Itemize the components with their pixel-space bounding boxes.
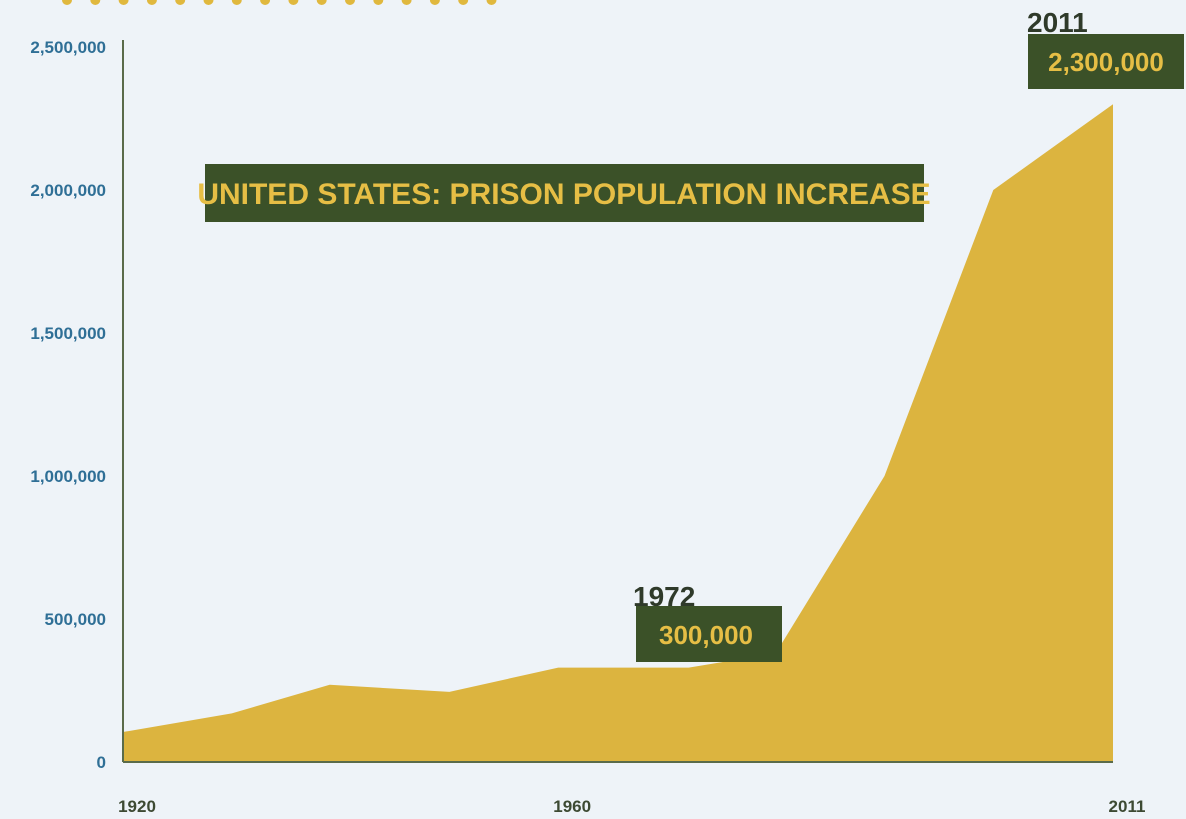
decorative-dot <box>118 0 129 5</box>
decorative-dot <box>90 0 101 5</box>
y-tick-label: 1,500,000 <box>30 324 106 343</box>
callout-2011-value: 2,300,000 <box>1048 47 1164 77</box>
decorative-dot <box>231 0 242 5</box>
callout-2011: 2011 2,300,000 <box>1027 7 1184 89</box>
population-area <box>123 104 1113 762</box>
chart-title: UNITED STATES: PRISON POPULATION INCREAS… <box>197 178 930 211</box>
decorative-dot <box>486 0 497 5</box>
decorative-dot <box>429 0 440 5</box>
decorative-dot <box>260 0 271 5</box>
x-tick-label: 1920 <box>118 797 156 816</box>
decorative-dots <box>62 0 497 5</box>
callout-1972: 1972 300,000 <box>633 581 782 662</box>
y-tick-label: 500,000 <box>45 610 106 629</box>
decorative-dot <box>203 0 214 5</box>
decorative-dot <box>458 0 469 5</box>
y-tick-label: 2,500,000 <box>30 38 106 57</box>
callout-1972-value: 300,000 <box>659 620 753 650</box>
x-tick-label: 2011 <box>1109 797 1146 816</box>
decorative-dot <box>175 0 186 5</box>
y-tick-label: 2,000,000 <box>30 181 106 200</box>
chart-title-box: UNITED STATES: PRISON POPULATION INCREAS… <box>197 164 931 222</box>
decorative-dot <box>373 0 384 5</box>
decorative-dot <box>146 0 157 5</box>
decorative-dot <box>62 0 72 5</box>
x-tick-label: 1960 <box>553 797 591 816</box>
decorative-dot <box>316 0 327 5</box>
decorative-dot <box>288 0 299 5</box>
decorative-dot <box>401 0 412 5</box>
callout-2011-year: 2011 <box>1027 7 1088 38</box>
decorative-dot <box>345 0 355 5</box>
y-tick-label: 1,000,000 <box>30 467 106 486</box>
y-tick-label: 0 <box>97 753 106 772</box>
